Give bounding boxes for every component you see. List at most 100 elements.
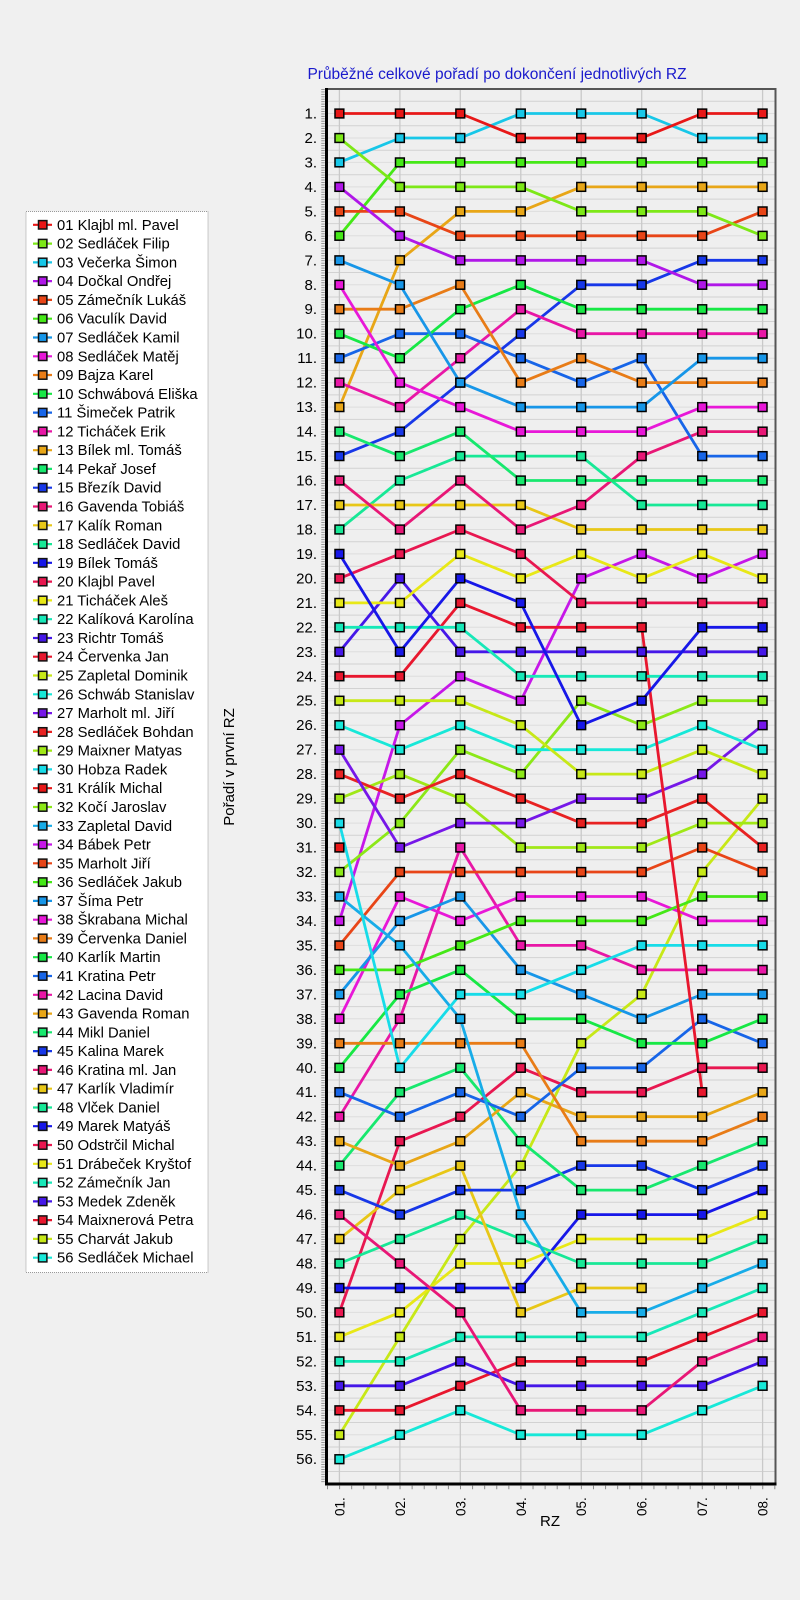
svg-text:37.: 37.	[296, 986, 317, 1003]
svg-text:24.: 24.	[296, 668, 317, 685]
svg-text:39 Červenka Daniel: 39 Červenka Daniel	[57, 930, 187, 947]
svg-text:04 Dočkal Ondřej: 04 Dočkal Ondřej	[57, 274, 171, 290]
svg-text:10 Schwábová Eliška: 10 Schwábová Eliška	[57, 387, 198, 403]
svg-text:49 Marek Matyáš: 49 Marek Matyáš	[57, 1119, 170, 1135]
svg-text:27 Marholt ml. Jiří: 27 Marholt ml. Jiří	[57, 706, 175, 722]
svg-text:28.: 28.	[296, 766, 317, 783]
svg-text:33 Zapletal David: 33 Zapletal David	[57, 819, 172, 835]
svg-text:01 Klajbl ml. Pavel: 01 Klajbl ml. Pavel	[57, 218, 179, 234]
svg-text:53 Medek Zdeněk: 53 Medek Zdeněk	[57, 1194, 176, 1210]
svg-text:11.: 11.	[297, 350, 317, 367]
svg-text:36 Sedláček Jakub: 36 Sedláček Jakub	[57, 875, 182, 891]
svg-text:02.: 02.	[393, 1497, 408, 1516]
svg-text:20.: 20.	[296, 570, 317, 587]
svg-text:35.: 35.	[296, 937, 317, 954]
svg-text:5.: 5.	[304, 203, 317, 220]
svg-text:44.: 44.	[296, 1158, 317, 1175]
svg-text:12 Ticháček Erik: 12 Ticháček Erik	[57, 424, 166, 440]
svg-text:27.: 27.	[296, 742, 317, 759]
svg-text:RZ: RZ	[540, 1513, 560, 1530]
svg-text:25.: 25.	[296, 693, 317, 710]
svg-text:16.: 16.	[296, 473, 317, 490]
svg-text:39.: 39.	[296, 1035, 317, 1052]
svg-text:15 Březík David: 15 Březík David	[57, 481, 161, 497]
svg-text:30.: 30.	[296, 815, 317, 832]
svg-text:34.: 34.	[296, 913, 317, 930]
svg-text:29 Maixner Matyas: 29 Maixner Matyas	[57, 744, 182, 760]
svg-text:06 Vaculík David: 06 Vaculík David	[57, 312, 167, 328]
svg-text:21.: 21.	[296, 595, 317, 612]
svg-text:56 Sedláček Michael: 56 Sedláček Michael	[57, 1251, 194, 1267]
svg-text:44 Mikl Daniel: 44 Mikl Daniel	[57, 1025, 150, 1041]
svg-text:22 Kalíková Karolína: 22 Kalíková Karolína	[57, 612, 194, 628]
svg-text:31 Králík Michal: 31 Králík Michal	[57, 781, 162, 797]
svg-text:29.: 29.	[296, 791, 317, 808]
svg-text:26.: 26.	[296, 717, 317, 734]
svg-text:13.: 13.	[296, 399, 317, 416]
svg-text:7.: 7.	[304, 252, 317, 269]
svg-text:08 Sedláček Matěj: 08 Sedláček Matěj	[57, 349, 179, 365]
svg-text:15.: 15.	[296, 448, 317, 465]
svg-text:9.: 9.	[304, 301, 317, 318]
svg-text:08.: 08.	[756, 1497, 771, 1516]
svg-text:36.: 36.	[296, 962, 317, 979]
svg-text:18.: 18.	[296, 522, 317, 539]
svg-text:17.: 17.	[296, 497, 317, 514]
svg-text:19.: 19.	[296, 546, 317, 563]
svg-text:04.: 04.	[514, 1497, 529, 1516]
svg-text:16 Gavenda Tobiáš: 16 Gavenda Tobiáš	[57, 500, 184, 516]
svg-text:13 Bílek ml. Tomáš: 13 Bílek ml. Tomáš	[57, 443, 182, 459]
svg-text:1.: 1.	[304, 106, 317, 123]
svg-text:56.: 56.	[296, 1451, 317, 1468]
svg-text:51.: 51.	[296, 1329, 317, 1346]
svg-text:22.: 22.	[296, 619, 317, 636]
svg-text:32.: 32.	[296, 864, 317, 881]
svg-text:30 Hobza Radek: 30 Hobza Radek	[57, 762, 168, 778]
svg-text:14.: 14.	[296, 424, 317, 441]
svg-text:35 Marholt Jiří: 35 Marholt Jiří	[57, 856, 152, 872]
svg-text:8.: 8.	[304, 277, 317, 294]
svg-text:11 Šimeček Patrik: 11 Šimeček Patrik	[57, 405, 176, 422]
svg-text:50 Odstrčil Michal: 50 Odstrčil Michal	[57, 1138, 175, 1154]
svg-text:47.: 47.	[296, 1231, 317, 1248]
svg-text:03 Večerka Šimon: 03 Večerka Šimon	[57, 254, 177, 271]
svg-text:09 Bajza Karel: 09 Bajza Karel	[57, 368, 153, 384]
svg-text:05.: 05.	[574, 1497, 589, 1516]
svg-text:01.: 01.	[332, 1497, 347, 1516]
svg-text:54 Maixnerová Petra: 54 Maixnerová Petra	[57, 1213, 194, 1229]
svg-text:41.: 41.	[296, 1084, 317, 1101]
svg-text:26 Schwáb Stanislav: 26 Schwáb Stanislav	[57, 687, 195, 703]
svg-text:10.: 10.	[296, 326, 317, 343]
svg-text:14 Pekař Josef: 14 Pekař Josef	[57, 462, 157, 478]
svg-text:20 Klajbl Pavel: 20 Klajbl Pavel	[57, 575, 155, 591]
svg-text:4.: 4.	[304, 179, 317, 196]
svg-text:23 Richtr Tomáš: 23 Richtr Tomáš	[57, 631, 164, 647]
svg-text:54.: 54.	[296, 1402, 317, 1419]
svg-text:51 Drábeček Kryštof: 51 Drábeček Kryštof	[57, 1157, 192, 1173]
svg-text:17 Kalík Roman: 17 Kalík Roman	[57, 518, 162, 534]
svg-text:46 Kratina ml. Jan: 46 Kratina ml. Jan	[57, 1063, 176, 1079]
svg-text:25 Zapletal Dominik: 25 Zapletal Dominik	[57, 669, 188, 685]
svg-text:50.: 50.	[296, 1304, 317, 1321]
svg-text:33.: 33.	[296, 889, 317, 906]
svg-text:46.: 46.	[296, 1207, 317, 1224]
svg-text:02 Sedláček Filip: 02 Sedláček Filip	[57, 237, 170, 253]
svg-text:05 Zámečník Lukáš: 05 Zámečník Lukáš	[57, 293, 186, 309]
svg-text:42 Lacina David: 42 Lacina David	[57, 988, 163, 1004]
svg-text:12.: 12.	[296, 375, 317, 392]
svg-text:52.: 52.	[296, 1353, 317, 1370]
svg-text:40.: 40.	[296, 1060, 317, 1077]
svg-text:55.: 55.	[296, 1427, 317, 1444]
svg-text:43 Gavenda Roman: 43 Gavenda Roman	[57, 1007, 189, 1023]
svg-text:06.: 06.	[635, 1497, 650, 1516]
svg-text:45 Kalina Marek: 45 Kalina Marek	[57, 1044, 165, 1060]
svg-text:41 Kratina Petr: 41 Kratina Petr	[57, 969, 156, 985]
svg-text:45.: 45.	[296, 1182, 317, 1199]
svg-text:43.: 43.	[296, 1133, 317, 1150]
svg-text:23.: 23.	[296, 644, 317, 661]
svg-text:40 Karlík Martin: 40 Karlík Martin	[57, 950, 161, 966]
svg-text:52 Zámečník Jan: 52 Zámečník Jan	[57, 1176, 171, 1192]
svg-text:28 Sedláček Bohdan: 28 Sedláček Bohdan	[57, 725, 194, 741]
svg-text:49.: 49.	[296, 1280, 317, 1297]
svg-text:31.: 31.	[296, 840, 317, 857]
